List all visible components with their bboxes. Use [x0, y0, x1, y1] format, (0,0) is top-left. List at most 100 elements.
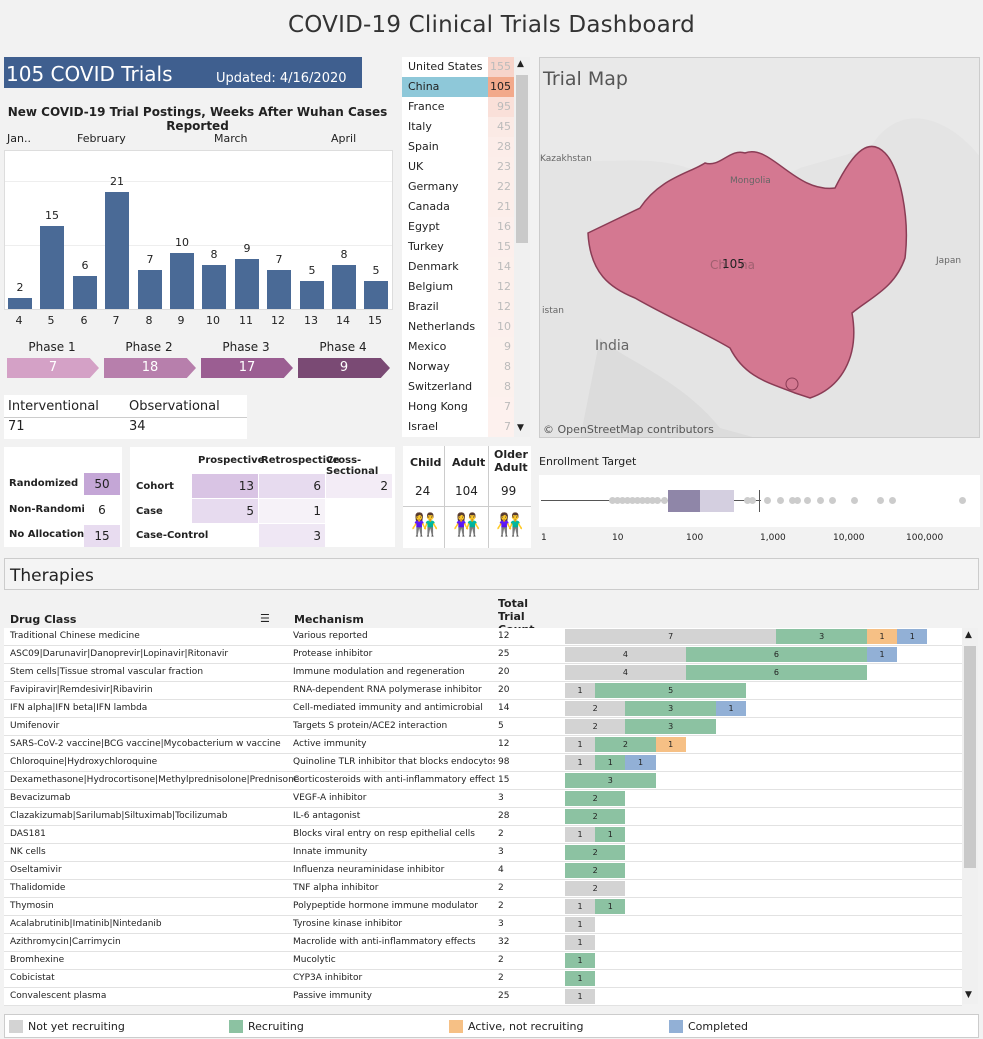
therapy-row[interactable]: Thymosin Polypeptide hormone immune modul… — [4, 898, 962, 916]
therapy-row[interactable]: Chloroquine|Hydroxychloroquine Quinoline … — [4, 754, 962, 772]
therapy-row[interactable]: Bromhexine Mucolytic 2 1 — [4, 952, 962, 970]
therapy-row[interactable]: DAS181 Blocks viral entry on resp epithel… — [4, 826, 962, 844]
phase-arrow[interactable]: 7 — [7, 358, 99, 378]
therapy-row[interactable]: Clazakizumab|Sarilumab|Siltuximab|Tocili… — [4, 808, 962, 826]
scroll-down-icon[interactable]: ▼ — [965, 990, 972, 1000]
status-segment[interactable]: 4 — [565, 647, 686, 662]
drug-class-header[interactable]: Drug Class — [10, 613, 77, 626]
status-segment[interactable]: 2 — [565, 881, 626, 896]
therapy-row[interactable]: Dexamethasone|Hydrocortisone|Methylpredn… — [4, 772, 962, 790]
country-item[interactable]: Mexico 9 — [402, 337, 514, 357]
week-bar[interactable] — [138, 270, 162, 309]
status-segment[interactable]: 2 — [565, 863, 626, 878]
country-item[interactable]: Brazil 12 — [402, 297, 514, 317]
country-item[interactable]: Turkey 15 — [402, 237, 514, 257]
status-segment[interactable]: 1 — [565, 953, 596, 968]
therapy-row[interactable]: Acalabrutinib|Imatinib|Nintedanib Tyrosin… — [4, 916, 962, 934]
therapy-row[interactable]: SARS-CoV-2 vaccine|BCG vaccine|Mycobacte… — [4, 736, 962, 754]
status-segment[interactable]: 2 — [565, 719, 626, 734]
country-item[interactable]: Hong Kong 7 — [402, 397, 514, 417]
status-segment[interactable]: 1 — [565, 827, 596, 842]
therapy-row[interactable]: NK cells Innate immunity 3 2 — [4, 844, 962, 862]
status-segment[interactable]: 1 — [716, 701, 747, 716]
country-item[interactable]: Netherlands 10 — [402, 317, 514, 337]
status-segment[interactable]: 1 — [565, 989, 596, 1004]
week-bar[interactable] — [202, 264, 226, 309]
status-segment[interactable]: 1 — [565, 935, 596, 950]
mechanism-header[interactable]: Mechanism — [294, 613, 364, 626]
scroll-down-icon[interactable]: ▼ — [517, 423, 524, 433]
status-segment[interactable]: 2 — [565, 701, 626, 716]
country-item[interactable]: China 105 — [402, 77, 514, 97]
therapy-row[interactable]: Cobicistat CYP3A inhibitor 2 1 — [4, 970, 962, 988]
week-bar[interactable] — [235, 258, 259, 309]
status-segment[interactable]: 1 — [625, 755, 656, 770]
country-item[interactable]: Italy 45 — [402, 117, 514, 137]
scroll-up-icon[interactable]: ▲ — [965, 630, 972, 640]
therapy-row[interactable]: Umifenovir Targets S protein/ACE2 interac… — [4, 718, 962, 736]
week-bar[interactable] — [267, 270, 291, 309]
status-segment[interactable]: 3 — [625, 719, 716, 734]
country-item[interactable]: Germany 22 — [402, 177, 514, 197]
status-segment[interactable]: 7 — [565, 629, 777, 644]
status-segment[interactable]: 1 — [565, 737, 596, 752]
country-item[interactable]: Canada 21 — [402, 197, 514, 217]
country-item[interactable]: Israel 7 — [402, 417, 514, 437]
status-segment[interactable]: 3 — [565, 773, 656, 788]
phase-arrow[interactable]: 18 — [104, 358, 196, 378]
status-segment[interactable]: 2 — [595, 737, 656, 752]
country-item[interactable]: Norway 8 — [402, 357, 514, 377]
week-bar[interactable] — [73, 275, 97, 309]
status-segment[interactable]: 3 — [776, 629, 867, 644]
status-segment[interactable]: 1 — [565, 917, 596, 932]
status-segment[interactable]: 1 — [595, 899, 626, 914]
status-segment[interactable]: 2 — [565, 809, 626, 824]
sort-icon[interactable]: ☰ — [260, 612, 270, 625]
therapy-row[interactable]: IFN alpha|IFN beta|IFN lambda Cell-mediat… — [4, 700, 962, 718]
status-segment[interactable]: 1 — [565, 683, 596, 698]
week-bar[interactable] — [40, 225, 64, 309]
therapy-row[interactable]: Azithromycin|Carrimycin Macrolide with an… — [4, 934, 962, 952]
therapy-row[interactable]: Favipiravir|Remdesivir|Ribavirin RNA-depe… — [4, 682, 962, 700]
week-bar[interactable] — [332, 264, 356, 309]
status-segment[interactable]: 1 — [595, 827, 626, 842]
therapy-row[interactable]: Bevacizumab VEGF-A inhibitor 3 2 — [4, 790, 962, 808]
therapies-scrollbar[interactable]: ▲ ▼ — [962, 628, 978, 1004]
status-segment[interactable]: 3 — [625, 701, 716, 716]
status-segment[interactable]: 2 — [565, 791, 626, 806]
therapy-row[interactable]: Oseltamivir Influenza neuraminidase inhib… — [4, 862, 962, 880]
week-bar[interactable] — [300, 281, 324, 309]
status-segment[interactable]: 1 — [595, 755, 626, 770]
status-segment[interactable]: 6 — [685, 665, 867, 680]
country-item[interactable]: Egypt 16 — [402, 217, 514, 237]
week-bar[interactable] — [170, 253, 194, 309]
scroll-up-icon[interactable]: ▲ — [517, 59, 524, 69]
therapy-row[interactable]: Thalidomide TNF alpha inhibitor 2 2 — [4, 880, 962, 898]
phase-arrow[interactable]: 9 — [298, 358, 390, 378]
status-segment[interactable]: 1 — [565, 899, 596, 914]
status-segment[interactable]: 6 — [685, 647, 867, 662]
country-item[interactable]: UK 23 — [402, 157, 514, 177]
status-segment[interactable]: 4 — [565, 665, 686, 680]
status-segment[interactable]: 2 — [565, 845, 626, 860]
country-item[interactable]: Spain 28 — [402, 137, 514, 157]
country-item[interactable]: Belgium 12 — [402, 277, 514, 297]
status-segment[interactable]: 1 — [897, 629, 928, 644]
week-bar[interactable] — [364, 281, 388, 309]
status-segment[interactable]: 1 — [565, 971, 596, 986]
status-segment[interactable]: 1 — [565, 755, 596, 770]
country-list[interactable]: Israel 7 Hong Kong 7 Switzerland 8 Norway 8 Mexi… — [402, 57, 530, 437]
country-item[interactable]: Switzerland 8 — [402, 377, 514, 397]
status-segment[interactable]: 1 — [867, 629, 898, 644]
country-item[interactable]: France 95 — [402, 97, 514, 117]
country-item[interactable]: Denmark 14 — [402, 257, 514, 277]
therapy-row[interactable]: Stem cells|Tissue stromal vascular fract… — [4, 664, 962, 682]
phase-arrow[interactable]: 17 — [201, 358, 293, 378]
trial-map[interactable]: Trial Map Kazakhstan Mongolia Japan Indi… — [539, 57, 980, 438]
country-scrollbar[interactable]: ▲ ▼ — [514, 57, 530, 437]
status-segment[interactable]: 5 — [595, 683, 747, 698]
status-segment[interactable]: 1 — [867, 647, 898, 662]
therapy-row[interactable]: Traditional Chinese medicine Various repo… — [4, 628, 962, 646]
week-bar[interactable] — [105, 192, 129, 309]
status-segment[interactable]: 1 — [655, 737, 686, 752]
